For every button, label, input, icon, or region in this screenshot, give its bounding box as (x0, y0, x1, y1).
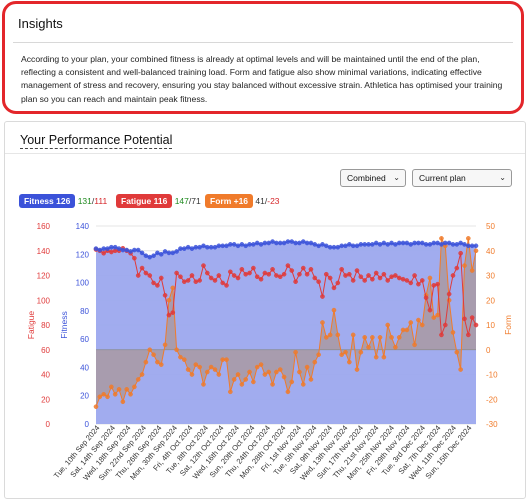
form-badge[interactable]: Form +16 (205, 194, 254, 208)
fatigue-min: 71 (191, 196, 201, 206)
form-max: 41 (255, 196, 265, 206)
plan-select-value: Current plan (419, 173, 466, 183)
chevron-down-icon: ⌄ (499, 173, 506, 182)
fitness-legend[interactable]: Fitness 126 131/111 (19, 194, 107, 208)
fitness-max: 131 (77, 196, 92, 206)
performance-divider (5, 153, 525, 154)
form-legend[interactable]: Form +16 41/-23 (205, 194, 280, 208)
fitness-badge[interactable]: Fitness 126 (19, 194, 76, 208)
fitness-sep: / (91, 196, 95, 206)
insights-title: Insights (18, 16, 63, 31)
performance-panel: Your Performance Potential Combined ⌄ Cu… (4, 121, 526, 499)
fatigue-badge[interactable]: Fatigue 116 (116, 194, 173, 208)
fatigue-legend[interactable]: Fatigue 116 147/71 (116, 194, 201, 208)
combined-select[interactable]: Combined ⌄ (340, 169, 406, 187)
chevron-down-icon: ⌄ (393, 173, 400, 182)
fatigue-sep: / (188, 196, 192, 206)
insights-body: According to your plan, your combined fi… (21, 54, 503, 104)
form-sep: / (264, 196, 268, 206)
insights-panel: Insights According to your plan, your co… (2, 1, 524, 114)
fatigue-max: 147 (174, 196, 189, 206)
fitness-min: 111 (94, 196, 108, 206)
combined-select-value: Combined (347, 173, 386, 183)
plan-select[interactable]: Current plan ⌄ (412, 169, 512, 187)
insights-divider (13, 42, 513, 43)
form-min: -23 (267, 196, 280, 206)
performance-title[interactable]: Your Performance Potential (20, 133, 173, 149)
